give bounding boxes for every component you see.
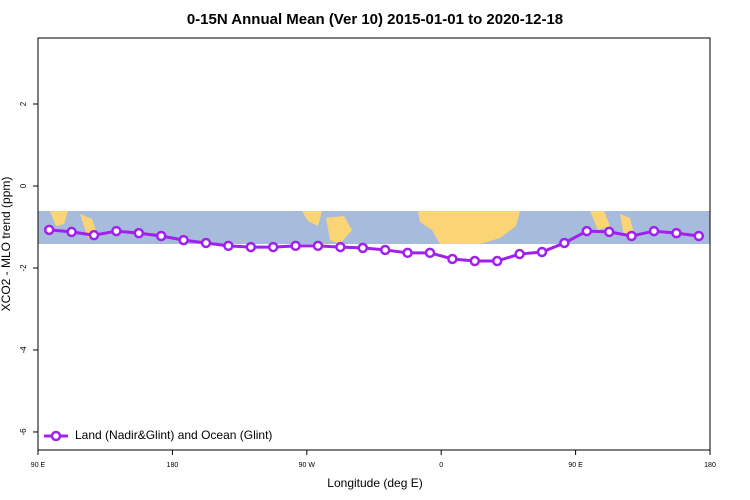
land bbox=[418, 211, 520, 244]
land bbox=[590, 211, 610, 230]
y-axis-label: XCO2 - MLO trend (ppm) bbox=[0, 177, 13, 312]
x-tick-label: 90 E bbox=[568, 462, 583, 469]
x-tick-label: 180 bbox=[167, 462, 179, 469]
data-point bbox=[693, 230, 705, 242]
data-point bbox=[245, 241, 257, 253]
x-axis-label: Longitude (deg E) bbox=[327, 476, 422, 490]
x-tick-label: 180 bbox=[704, 462, 716, 469]
x-tick-label: 90 W bbox=[299, 462, 316, 469]
data-point bbox=[312, 240, 324, 252]
data-point bbox=[447, 253, 458, 265]
x-tick-label: 90 E bbox=[31, 462, 46, 469]
data-point bbox=[133, 227, 145, 239]
data-point bbox=[335, 241, 346, 253]
y-tick-label: -4 bbox=[19, 346, 28, 354]
data-point bbox=[671, 227, 682, 239]
legend-marker bbox=[50, 430, 62, 442]
data-point bbox=[491, 255, 503, 267]
data-point bbox=[603, 226, 615, 238]
data-point bbox=[178, 234, 189, 246]
y-tick-label: 0 bbox=[19, 183, 28, 188]
data-point bbox=[155, 230, 167, 242]
data-point bbox=[469, 255, 481, 267]
data-point bbox=[66, 226, 77, 238]
y-tick-label: -2 bbox=[19, 264, 28, 272]
data-point bbox=[357, 242, 369, 254]
data-point bbox=[581, 225, 593, 237]
data-point bbox=[267, 241, 279, 253]
y-tick-label: -6 bbox=[19, 428, 28, 436]
data-point bbox=[200, 237, 212, 249]
x-tick-label: 0 bbox=[439, 462, 443, 469]
data-point bbox=[559, 237, 570, 249]
data-point bbox=[88, 229, 100, 241]
data-point bbox=[223, 240, 234, 252]
data-point bbox=[626, 230, 637, 242]
y-tick-label: 2 bbox=[19, 101, 28, 106]
land bbox=[326, 216, 352, 244]
data-point bbox=[648, 225, 660, 237]
plot-frame bbox=[37, 37, 711, 451]
data-point bbox=[379, 244, 391, 256]
legend-label: Land (Nadir&Glint) and Ocean (Glint) bbox=[75, 428, 272, 442]
data-point bbox=[514, 248, 525, 260]
land bbox=[50, 211, 68, 226]
data-point bbox=[424, 247, 436, 259]
land bbox=[620, 214, 634, 236]
data-point bbox=[402, 247, 413, 259]
map-band bbox=[38, 211, 710, 244]
data-point bbox=[111, 225, 122, 237]
land bbox=[302, 211, 322, 226]
data-point bbox=[43, 224, 55, 236]
chart-title: 0-15N Annual Mean (Ver 10) 2015-01-01 to… bbox=[187, 11, 563, 28]
data-point bbox=[536, 246, 548, 258]
data-point bbox=[290, 240, 301, 252]
